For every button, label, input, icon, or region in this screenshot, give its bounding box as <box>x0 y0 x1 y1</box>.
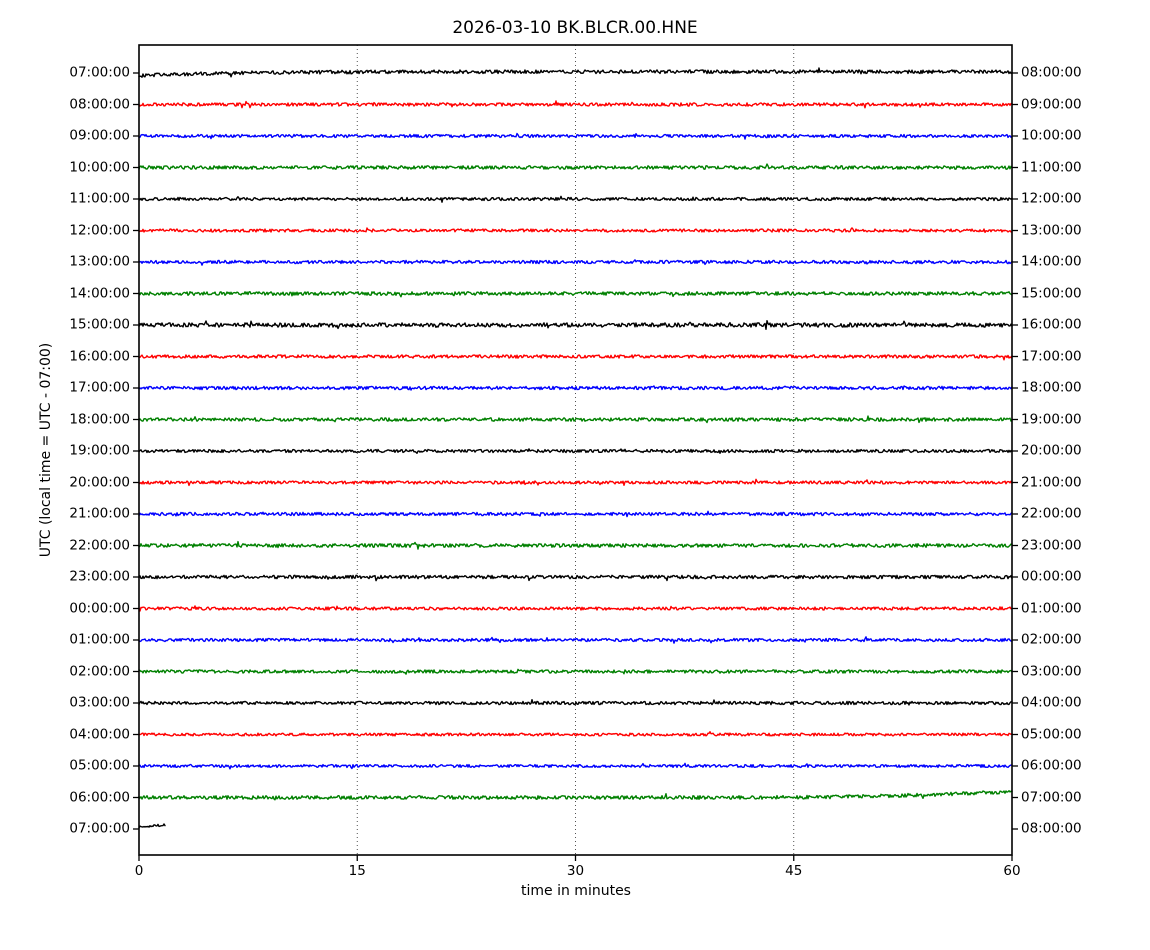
local-time-label: 05:00:00 <box>1021 725 1082 742</box>
local-time-label: 12:00:00 <box>1021 190 1082 207</box>
seismogram-trace <box>138 668 1013 675</box>
minute-tick-label: 45 <box>785 863 803 879</box>
seismogram-trace <box>138 163 1013 170</box>
seismogram-trace <box>138 291 1013 298</box>
utc-time-label: 00:00:00 <box>69 599 130 616</box>
utc-time-label: 18:00:00 <box>69 410 130 427</box>
seismogram-trace <box>138 731 1013 737</box>
minute-tick-label: 0 <box>134 863 144 879</box>
seismogram-trace <box>138 698 1013 706</box>
seismogram-trace <box>138 259 1013 266</box>
local-time-label: 22:00:00 <box>1021 505 1082 522</box>
local-time-label: 00:00:00 <box>1021 568 1082 585</box>
local-time-label: 01:00:00 <box>1021 599 1082 616</box>
seismogram-trace <box>138 448 1013 454</box>
utc-time-label: 15:00:00 <box>69 316 130 333</box>
local-time-label: 13:00:00 <box>1021 221 1082 238</box>
minute-tick-label: 30 <box>566 863 585 879</box>
local-time-label: 20:00:00 <box>1021 442 1082 459</box>
utc-time-label: 01:00:00 <box>69 631 130 648</box>
seismogram-trace <box>138 478 1013 487</box>
local-time-label: 08:00:00 <box>1021 820 1082 837</box>
utc-time-label: 08:00:00 <box>69 95 130 112</box>
x-axis-label: time in minutes <box>521 883 631 899</box>
seismogram-trace <box>138 574 1013 582</box>
utc-time-label: 10:00:00 <box>69 158 130 175</box>
utc-time-label: 09:00:00 <box>69 127 130 144</box>
seismogram-trace <box>138 195 1013 203</box>
utc-time-label: 06:00:00 <box>69 788 130 805</box>
local-time-label: 15:00:00 <box>1021 284 1082 301</box>
utc-time-label: 12:00:00 <box>69 221 130 238</box>
utc-time-label: 17:00:00 <box>69 379 130 396</box>
seismogram-trace <box>138 67 1013 78</box>
local-time-label: 21:00:00 <box>1021 473 1082 490</box>
seismogram-trace <box>138 605 1013 612</box>
seismogram-trace <box>138 132 1013 140</box>
seismogram-trace <box>138 789 1013 801</box>
seismogram-trace <box>138 227 1013 234</box>
utc-time-label: 16:00:00 <box>69 347 130 364</box>
utc-time-label: 23:00:00 <box>69 568 130 585</box>
utc-time-label: 05:00:00 <box>69 757 130 774</box>
local-time-label: 11:00:00 <box>1021 158 1082 175</box>
utc-time-label: 04:00:00 <box>69 725 130 742</box>
utc-time-label: 03:00:00 <box>69 694 130 711</box>
seismogram-trace <box>138 385 1013 391</box>
utc-time-label: 07:00:00 <box>69 64 130 81</box>
utc-time-label: 20:00:00 <box>69 473 130 490</box>
local-time-label: 07:00:00 <box>1021 788 1082 805</box>
utc-time-label: 14:00:00 <box>69 284 130 301</box>
local-time-label: 03:00:00 <box>1021 662 1082 679</box>
minute-tick-label: 15 <box>348 863 366 879</box>
plot-title: 2026-03-10 BK.BLCR.00.HNE <box>452 18 698 38</box>
local-time-label: 14:00:00 <box>1021 253 1082 270</box>
local-time-label: 10:00:00 <box>1021 127 1082 144</box>
local-time-label: 16:00:00 <box>1021 316 1082 333</box>
utc-time-label: 13:00:00 <box>69 253 130 270</box>
local-time-label: 06:00:00 <box>1021 757 1082 774</box>
utc-time-label: 21:00:00 <box>69 505 130 522</box>
seismogram-trace <box>138 540 1013 550</box>
seismogram-trace <box>138 636 1013 644</box>
local-time-label: 08:00:00 <box>1021 64 1082 81</box>
local-time-label: 09:00:00 <box>1021 95 1082 112</box>
seismogram-trace <box>138 319 1013 331</box>
local-time-label: 17:00:00 <box>1021 347 1082 364</box>
utc-time-label: 02:00:00 <box>69 662 130 679</box>
local-time-label: 04:00:00 <box>1021 694 1082 711</box>
utc-time-label: 11:00:00 <box>69 190 130 207</box>
seismogram-trace <box>138 354 1013 361</box>
minute-tick-label: 60 <box>1003 863 1021 879</box>
seismogram-trace <box>138 823 166 829</box>
seismogram-trace <box>138 510 1013 518</box>
local-time-label: 18:00:00 <box>1021 379 1082 396</box>
local-time-label: 02:00:00 <box>1021 631 1082 648</box>
seismogram-trace <box>138 415 1013 424</box>
local-time-label: 23:00:00 <box>1021 536 1082 553</box>
seismogram-trace <box>138 100 1013 109</box>
seismogram-trace <box>138 762 1013 770</box>
utc-time-label: 19:00:00 <box>69 442 130 459</box>
utc-time-label: 22:00:00 <box>69 536 130 553</box>
utc-time-label: 07:00:00 <box>69 820 130 837</box>
local-time-label: 19:00:00 <box>1021 410 1082 427</box>
